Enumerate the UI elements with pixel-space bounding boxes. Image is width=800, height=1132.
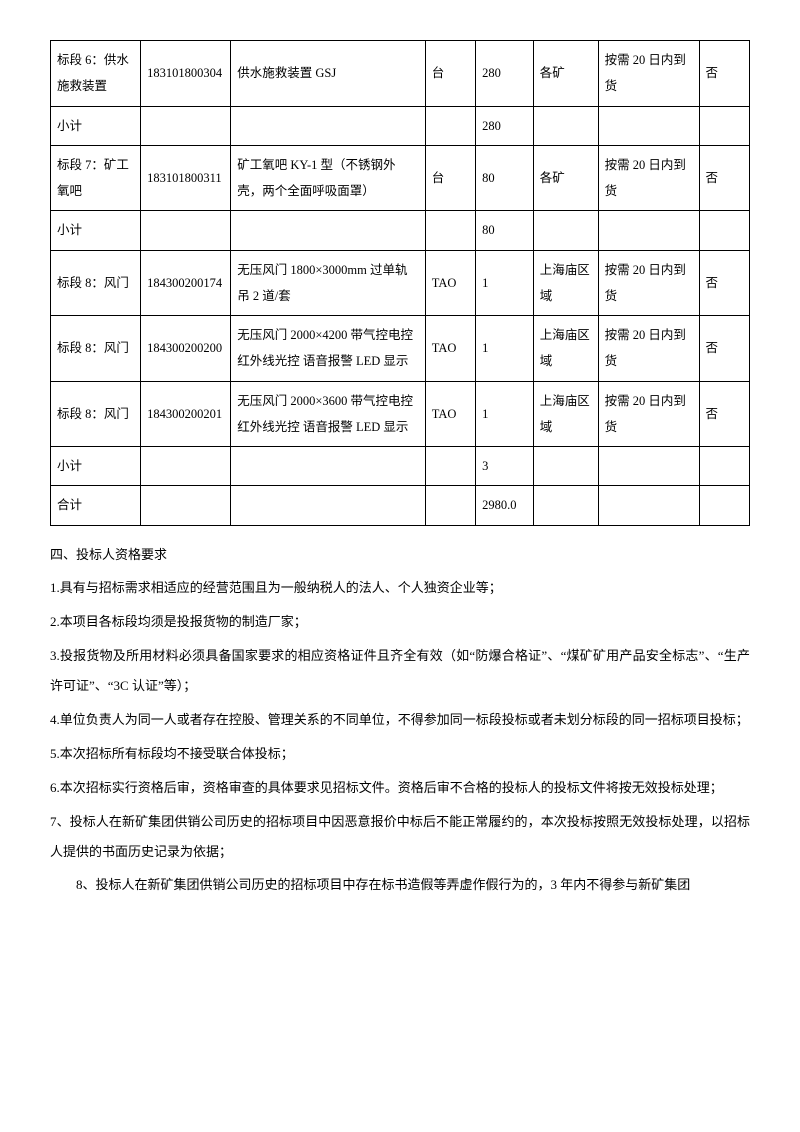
cell-unit: 台 xyxy=(425,41,475,107)
cell-loc: 上海庙区域 xyxy=(533,316,598,382)
cell-unit: TAO xyxy=(425,316,475,382)
cell-code: 183101800304 xyxy=(141,41,231,107)
table-row: 标段 7：矿工氧吧 183101800311 矿工氧吧 KY-1 型（不锈钢外壳… xyxy=(51,145,750,211)
cell-desc xyxy=(231,486,426,525)
table-row: 小计 80 xyxy=(51,211,750,250)
bid-table: 标段 6：供水施救装置 183101800304 供水施救装置 GSJ 台 28… xyxy=(50,40,750,526)
cell-desc: 矿工氧吧 KY-1 型（不锈钢外壳，两个全面呼吸面罩） xyxy=(231,145,426,211)
cell-section: 小计 xyxy=(51,106,141,145)
req-item-2: 2.本项目各标段均须是投报货物的制造厂家； xyxy=(50,607,750,637)
cell-delivery: 按需 20 日内到货 xyxy=(598,381,699,447)
cell-delivery xyxy=(598,106,699,145)
cell-section: 标段 7：矿工氧吧 xyxy=(51,145,141,211)
cell-desc: 供水施救装置 GSJ xyxy=(231,41,426,107)
cell-qty: 280 xyxy=(476,106,534,145)
table-row: 标段 8：风门 184300200200 无压风门 2000×4200 带气控电… xyxy=(51,316,750,382)
cell-qty: 2980.0 xyxy=(476,486,534,525)
cell-section: 合计 xyxy=(51,486,141,525)
cell-desc xyxy=(231,447,426,486)
cell-delivery xyxy=(598,486,699,525)
req-item-1: 1.具有与招标需求相适应的经营范围且为一般纳税人的法人、个人独资企业等； xyxy=(50,573,750,603)
cell-qty: 1 xyxy=(476,381,534,447)
cell-flag xyxy=(699,211,749,250)
cell-delivery xyxy=(598,447,699,486)
cell-unit xyxy=(425,211,475,250)
table-row: 小计 3 xyxy=(51,447,750,486)
cell-loc xyxy=(533,106,598,145)
cell-section: 小计 xyxy=(51,211,141,250)
section-heading: 四、投标人资格要求 xyxy=(50,540,750,570)
cell-flag: 否 xyxy=(699,41,749,107)
cell-loc: 各矿 xyxy=(533,145,598,211)
table-row: 小计 280 xyxy=(51,106,750,145)
cell-unit xyxy=(425,486,475,525)
cell-unit: TAO xyxy=(425,381,475,447)
cell-loc: 上海庙区域 xyxy=(533,250,598,316)
cell-section: 标段 8：风门 xyxy=(51,381,141,447)
cell-flag: 否 xyxy=(699,316,749,382)
cell-unit: TAO xyxy=(425,250,475,316)
req-item-8: 8、投标人在新矿集团供销公司历史的招标项目中存在标书造假等弄虚作假行为的，3 年… xyxy=(50,870,750,900)
cell-qty: 280 xyxy=(476,41,534,107)
cell-flag: 否 xyxy=(699,250,749,316)
cell-code: 184300200201 xyxy=(141,381,231,447)
cell-qty: 1 xyxy=(476,316,534,382)
cell-flag xyxy=(699,447,749,486)
cell-delivery: 按需 20 日内到货 xyxy=(598,250,699,316)
cell-loc xyxy=(533,486,598,525)
cell-desc: 无压风门 1800×3000mm 过单轨吊 2 道/套 xyxy=(231,250,426,316)
req-item-5: 5.本次招标所有标段均不接受联合体投标； xyxy=(50,739,750,769)
cell-desc: 无压风门 2000×4200 带气控电控 红外线光控 语音报警 LED 显示 xyxy=(231,316,426,382)
cell-delivery: 按需 20 日内到货 xyxy=(598,145,699,211)
req-item-7: 7、投标人在新矿集团供销公司历史的招标项目中因恶意报价中标后不能正常履约的，本次… xyxy=(50,807,750,867)
req-item-3: 3.投报货物及所用材料必须具备国家要求的相应资格证件且齐全有效（如“防爆合格证”… xyxy=(50,641,750,701)
cell-flag xyxy=(699,106,749,145)
cell-section: 标段 8：风门 xyxy=(51,316,141,382)
cell-code: 184300200174 xyxy=(141,250,231,316)
cell-code xyxy=(141,447,231,486)
cell-qty: 3 xyxy=(476,447,534,486)
table-row: 标段 8：风门 184300200174 无压风门 1800×3000mm 过单… xyxy=(51,250,750,316)
cell-section: 标段 8：风门 xyxy=(51,250,141,316)
cell-unit: 台 xyxy=(425,145,475,211)
cell-desc xyxy=(231,211,426,250)
cell-code: 183101800311 xyxy=(141,145,231,211)
cell-code xyxy=(141,106,231,145)
cell-loc: 上海庙区域 xyxy=(533,381,598,447)
cell-flag xyxy=(699,486,749,525)
table-row: 合计 2980.0 xyxy=(51,486,750,525)
cell-qty: 80 xyxy=(476,145,534,211)
cell-delivery xyxy=(598,211,699,250)
cell-qty: 80 xyxy=(476,211,534,250)
cell-section: 小计 xyxy=(51,447,141,486)
req-item-4: 4.单位负责人为同一人或者存在控股、管理关系的不同单位，不得参加同一标段投标或者… xyxy=(50,705,750,735)
cell-loc xyxy=(533,211,598,250)
cell-desc: 无压风门 2000×3600 带气控电控 红外线光控 语音报警 LED 显示 xyxy=(231,381,426,447)
table-row: 标段 8：风门 184300200201 无压风门 2000×3600 带气控电… xyxy=(51,381,750,447)
cell-loc: 各矿 xyxy=(533,41,598,107)
cell-code xyxy=(141,486,231,525)
cell-unit xyxy=(425,447,475,486)
cell-code xyxy=(141,211,231,250)
table-row: 标段 6：供水施救装置 183101800304 供水施救装置 GSJ 台 28… xyxy=(51,41,750,107)
cell-delivery: 按需 20 日内到货 xyxy=(598,316,699,382)
cell-code: 184300200200 xyxy=(141,316,231,382)
cell-section: 标段 6：供水施救装置 xyxy=(51,41,141,107)
cell-flag: 否 xyxy=(699,145,749,211)
cell-qty: 1 xyxy=(476,250,534,316)
cell-unit xyxy=(425,106,475,145)
cell-delivery: 按需 20 日内到货 xyxy=(598,41,699,107)
cell-loc xyxy=(533,447,598,486)
table-body: 标段 6：供水施救装置 183101800304 供水施救装置 GSJ 台 28… xyxy=(51,41,750,526)
req-item-6: 6.本次招标实行资格后审，资格审查的具体要求见招标文件。资格后审不合格的投标人的… xyxy=(50,773,750,803)
cell-flag: 否 xyxy=(699,381,749,447)
cell-desc xyxy=(231,106,426,145)
